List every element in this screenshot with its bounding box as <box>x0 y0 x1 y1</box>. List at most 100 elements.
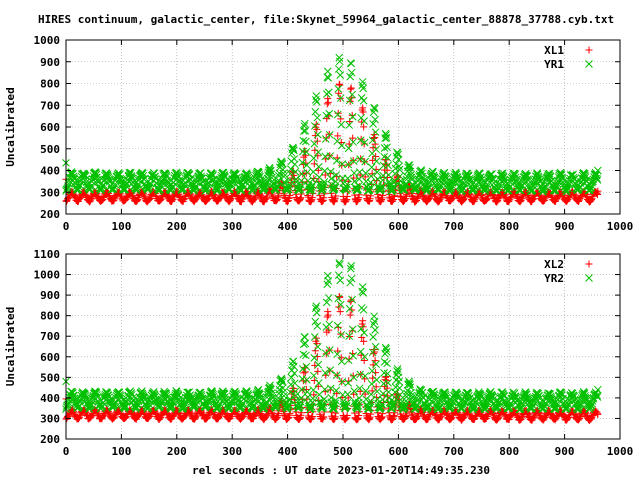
yr1-point <box>334 65 343 73</box>
yr1-point <box>330 184 339 192</box>
xl1-point <box>324 98 332 106</box>
x-tick-label: 300 <box>222 445 242 458</box>
yr1-point <box>343 180 352 189</box>
yr1-point <box>344 160 353 169</box>
yr1-point <box>69 172 78 181</box>
yr2-point <box>380 358 389 366</box>
xl1-point <box>359 108 367 116</box>
yr1-point <box>249 183 258 192</box>
yr1-point <box>349 138 358 146</box>
yr1-point <box>354 185 363 194</box>
yr2-point <box>310 354 319 362</box>
yr1-point <box>355 175 364 183</box>
yr1-point <box>383 153 392 162</box>
yr2-point <box>313 342 322 351</box>
yr1-point <box>300 122 309 130</box>
yr1-point <box>347 59 356 68</box>
yr1-point <box>383 143 391 152</box>
xl1-point <box>314 152 322 160</box>
yr1-point <box>371 115 379 124</box>
yr1-point <box>267 167 275 175</box>
yr1-point <box>342 183 351 192</box>
y-tick-label: 700 <box>40 99 60 112</box>
yr1-point <box>346 72 355 81</box>
yr1-point <box>312 92 321 100</box>
yr1-point <box>332 171 341 179</box>
xl2-point <box>359 317 367 325</box>
yr1-point <box>309 154 318 163</box>
x-tick-label: 600 <box>388 445 408 458</box>
yr1-point <box>97 186 105 195</box>
yr1-point <box>372 157 381 165</box>
yr2-point <box>379 389 387 398</box>
xl2-point <box>346 311 354 319</box>
yr1-point <box>287 165 295 173</box>
yr1-point <box>301 126 310 135</box>
yr1-point <box>327 174 336 183</box>
yr1-point <box>174 173 183 181</box>
yr1-point <box>360 117 369 125</box>
chart-title: HIRES continuum, galactic_center, file:S… <box>38 13 614 26</box>
yr1-point <box>285 183 293 192</box>
x-tick-label: 700 <box>444 220 464 233</box>
yr1-point <box>380 144 389 152</box>
xl2-point <box>348 306 356 314</box>
yr1-point <box>359 84 368 93</box>
y-tick-label: 500 <box>40 143 60 156</box>
yr1-point <box>344 144 353 153</box>
yr1-point <box>539 187 548 196</box>
yr1-point <box>299 136 308 145</box>
yr1-point <box>74 185 83 194</box>
xl1-point <box>369 144 377 152</box>
legend-label-yr1: YR1 <box>544 58 564 71</box>
yr2-point <box>367 380 376 388</box>
yr1-point <box>348 112 357 121</box>
yr1-point <box>284 185 293 194</box>
x-tick-label: 900 <box>555 445 575 458</box>
yr1-point <box>499 173 508 182</box>
xl1-point <box>369 156 377 164</box>
x-tick-label: 0 <box>63 220 70 233</box>
yr1-point <box>395 165 404 174</box>
x-tick-label: 100 <box>111 220 131 233</box>
yr1-point <box>332 156 341 165</box>
legend-label-xl2: XL2 <box>544 258 564 271</box>
yr1-point <box>447 183 456 192</box>
yr1-point <box>368 136 377 145</box>
legend-marker-yr2 <box>585 274 593 282</box>
yr1-point <box>333 110 342 119</box>
yr2-point <box>372 360 380 369</box>
x-tick-label: 1000 <box>607 445 634 458</box>
yr1-point <box>534 172 543 181</box>
x-tick-label: 700 <box>444 445 464 458</box>
yr2-point <box>359 306 368 314</box>
y-axis-label: Uncalibrated <box>4 87 17 166</box>
yr1-point <box>290 146 298 155</box>
yr1-point <box>349 157 358 166</box>
yr1-point <box>314 162 323 171</box>
yr1-point <box>110 182 119 191</box>
yr1-point <box>298 147 307 156</box>
x-tick-label: 400 <box>278 220 298 233</box>
yr1-point <box>347 68 356 77</box>
yr1-point <box>289 144 298 153</box>
xl1-point <box>360 123 368 131</box>
x-tick-label: 200 <box>167 220 187 233</box>
y-tick-label: 300 <box>40 412 60 425</box>
x-tick-label: 800 <box>499 445 519 458</box>
xl1-point <box>332 192 340 200</box>
yr2-point <box>336 276 345 285</box>
yr1-point <box>404 163 412 172</box>
yr1-point <box>272 185 281 194</box>
yr1-point <box>356 136 365 145</box>
legend-marker-xl2 <box>585 260 593 268</box>
yr1-point <box>324 88 333 97</box>
yr1-point <box>312 98 321 106</box>
yr1-point <box>105 175 113 184</box>
legend-label-yr2: YR2 <box>544 272 564 285</box>
xl1-point <box>368 170 376 178</box>
yr1-point <box>482 183 491 191</box>
x-axis-label: rel seconds : UT date 2023-01-20T14:49:3… <box>192 464 490 477</box>
yr1-point <box>405 161 414 169</box>
yr1-point <box>324 73 333 82</box>
